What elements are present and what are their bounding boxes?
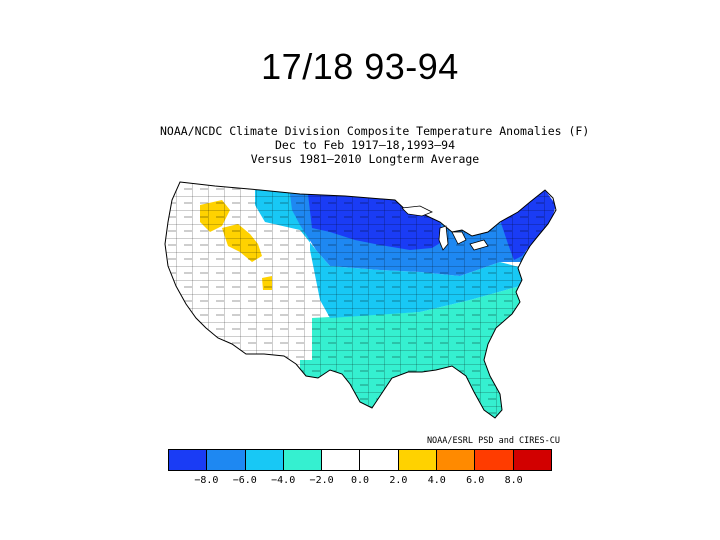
- scale-bin-0: [169, 450, 208, 470]
- figure-title-line-3: Versus 1981–2010 Longterm Average: [250, 152, 480, 166]
- figure-title-line-1: NOAA/NCDC Climate Division Composite Tem…: [160, 124, 590, 138]
- scale-bin-1: [207, 450, 246, 470]
- scale-tick-label: 0.0: [350, 475, 370, 486]
- scale-tick-label: 2.0: [389, 475, 408, 486]
- scale-bin-5: [360, 450, 399, 470]
- great-lakes: [401, 205, 489, 251]
- scale-bin-6: [398, 450, 438, 470]
- scale-tick-label: −8.0: [194, 475, 219, 486]
- color-scale-bar: [168, 449, 552, 471]
- figure-title: NOAA/NCDC Climate Division Composite Tem…: [160, 124, 590, 166]
- scale-bin-8: [475, 450, 514, 470]
- data-credit: NOAA/ESRL PSD and CIRES-CU: [426, 436, 560, 446]
- scale-bin-4: [322, 450, 361, 470]
- slide-title: 17/18 93-94: [261, 46, 459, 87]
- scale-tick-label: 6.0: [466, 475, 485, 486]
- figure-title-line-2: Dec to Feb 1917–18,1993–94: [274, 138, 455, 152]
- scale-tick-label: −4.0: [271, 475, 296, 486]
- scale-tick-label: −6.0: [232, 475, 257, 486]
- scale-bin-9: [513, 450, 551, 470]
- map-fill: [165, 182, 556, 418]
- scale-tick-label: 4.0: [427, 475, 446, 486]
- scale-tick-label: −2.0: [309, 475, 334, 486]
- scale-bin-7: [437, 450, 476, 470]
- scale-bin-2: [245, 450, 284, 470]
- scale-tick-label: 8.0: [504, 475, 523, 486]
- scale-bin-3: [283, 450, 323, 470]
- us-outline: [164, 181, 557, 419]
